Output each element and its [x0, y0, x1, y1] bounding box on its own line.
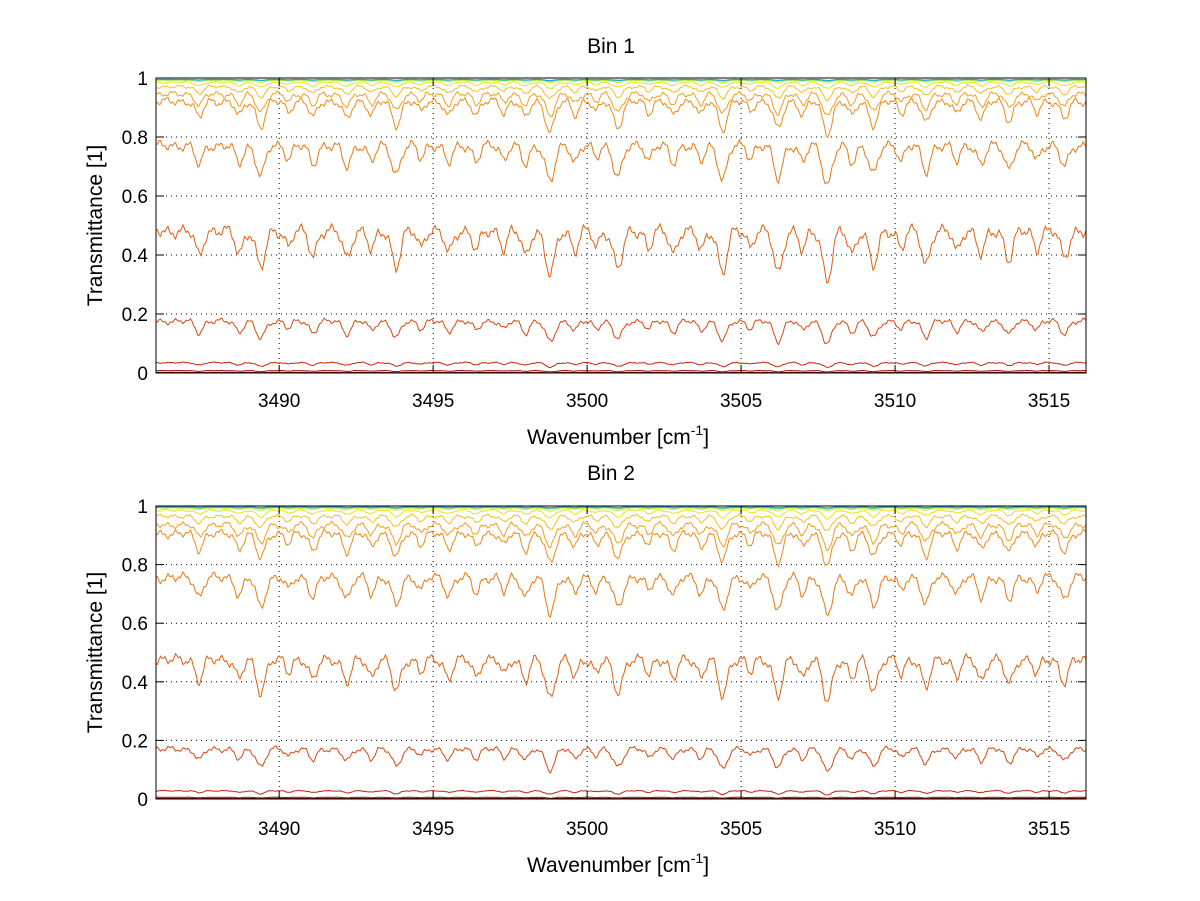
y-tick-label: 0.6	[122, 187, 148, 208]
series-line-4	[156, 507, 1086, 512]
y-tick-label: 0.4	[122, 246, 149, 267]
series-line-5	[156, 508, 1086, 520]
y-tick-label: 0.8	[122, 556, 148, 577]
series-line-6	[156, 84, 1086, 102]
x-axis-label-name: Wavenumber [cm	[527, 426, 691, 449]
x-tick-label: 3510	[874, 391, 916, 412]
series-line-11	[156, 745, 1086, 774]
series-line-4	[156, 79, 1086, 84]
series-line-10	[156, 222, 1086, 284]
x-tick-label: 3500	[566, 391, 608, 412]
x-axis-label: Wavenumber [cm-1]	[527, 850, 709, 877]
x-axis-label-unit-end: ]	[703, 426, 709, 449]
x-tick-label: 3515	[1028, 391, 1070, 412]
series-line-12	[156, 361, 1086, 369]
y-axis-label: Transmittance [1]	[84, 572, 107, 733]
series-line-8	[156, 96, 1086, 138]
y-axis-label: Transmittance [1]	[84, 145, 107, 306]
x-tick-label: 3505	[720, 391, 762, 412]
series-line-7	[156, 520, 1086, 552]
x-tick-label: 3495	[412, 391, 454, 412]
y-tick-label: 0.8	[122, 128, 148, 149]
y-tick-label: 1	[137, 69, 148, 90]
series-line-9	[156, 570, 1086, 618]
series-line-8	[156, 528, 1086, 568]
y-tick-label: 1	[137, 497, 148, 518]
series-line-5	[156, 80, 1086, 90]
series-line-9	[156, 138, 1086, 185]
subplot-bin-1: Bin 1 3490 3495 3500 3505 3510 3515 0 0.2 0.4 0.6 0…	[84, 35, 1087, 449]
y-tick-label: 0.4	[122, 673, 149, 694]
series-group	[156, 78, 1086, 374]
y-tick-label: 0.2	[122, 731, 148, 752]
y-tick-label: 0.6	[122, 614, 148, 635]
series-line-10	[156, 652, 1086, 702]
axes-frame	[155, 77, 1087, 374]
y-tick-label: 0	[137, 364, 148, 385]
series-line-7	[156, 90, 1086, 118]
x-axis-label-superscript: -1	[691, 422, 704, 438]
x-tick-label: 3510	[874, 819, 916, 840]
x-tick-label: 3515	[1028, 819, 1070, 840]
y-tick-label: 0	[137, 790, 148, 811]
x-tick-label: 3500	[566, 819, 608, 840]
series-line-11	[156, 317, 1086, 346]
series-line-12	[156, 789, 1086, 796]
x-axis-label-name: Wavenumber [cm	[527, 854, 691, 877]
series-line-6	[156, 513, 1086, 531]
series-group	[156, 506, 1086, 800]
series-line-1	[156, 78, 1086, 81]
x-axis-label-unit-end: ]	[703, 854, 709, 877]
x-tick-label: 3490	[258, 819, 300, 840]
x-tick-label: 3505	[720, 819, 762, 840]
chart-title: Bin 1	[587, 35, 635, 58]
x-tick-label: 3495	[412, 819, 454, 840]
axes-frame	[155, 505, 1087, 800]
series-line-13	[156, 796, 1086, 799]
series-line-1	[156, 506, 1086, 509]
subplot-bin-2: Bin 2 3490 3495 3500 3505 3510 3515 0 0.2 0.4 0.6 0…	[84, 462, 1087, 877]
chart-title: Bin 2	[587, 462, 635, 485]
x-tick-label: 3490	[258, 391, 300, 412]
x-axis-label: Wavenumber [cm-1]	[527, 422, 709, 449]
series-line-13	[156, 369, 1086, 373]
y-tick-label: 0.2	[122, 305, 148, 326]
x-axis-label-superscript: -1	[691, 850, 704, 866]
